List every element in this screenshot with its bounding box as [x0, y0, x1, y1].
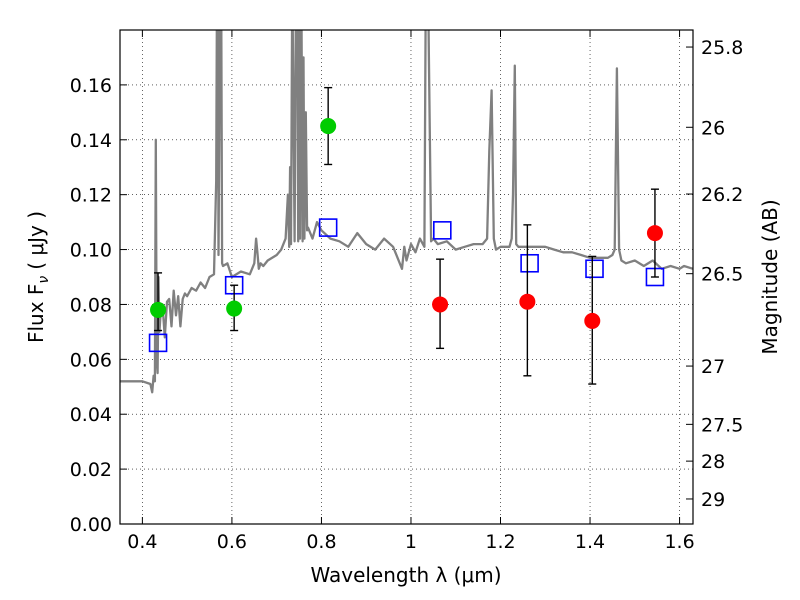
plot-area: [120, 30, 693, 394]
x-tick-label: 1.2: [485, 531, 515, 553]
x-axis-title: Wavelength λ (μm): [310, 563, 501, 587]
y2-tick-label: 26.2: [701, 184, 743, 206]
optical-data-point: [320, 118, 337, 135]
optical-data-point: [226, 300, 243, 317]
y2-axis-title: Magnitude (AB): [758, 199, 782, 354]
y2-tick-label: 26: [701, 117, 725, 139]
y-axis-title: Flux Fν ( μJy ): [24, 211, 52, 343]
y2-tick-label: 27.5: [701, 414, 743, 436]
y-axis-title-main: Flux F: [24, 284, 48, 343]
y2-tick-label: 28: [701, 451, 725, 473]
y-tick-label: 0.14: [70, 130, 112, 152]
y2-tick-label: 26.5: [701, 264, 743, 286]
y-axis-title-subscript: ν: [36, 276, 52, 284]
model-photometry-point: [148, 333, 168, 353]
grid: [120, 30, 693, 525]
model-photometry-point: [318, 218, 338, 237]
y-tick-label: 0.10: [70, 240, 112, 262]
spectrum-line: [120, 30, 693, 394]
y-axis-title-units: ( μJy ): [24, 211, 48, 270]
x-tick-label: 1: [405, 531, 417, 553]
x-tick-label: 0.8: [306, 531, 336, 553]
y-tick-label: 0.02: [70, 459, 112, 481]
y-tick-label: 0.16: [70, 75, 112, 97]
nir-data-point: [519, 293, 536, 310]
y-tick-label: 0.00: [70, 514, 112, 536]
nir-data-point: [584, 312, 601, 329]
y2-tick-label: 27: [701, 356, 725, 378]
x-tick-label: 0.6: [217, 531, 247, 553]
model-photometry-point: [520, 253, 539, 273]
model-photometry-point: [433, 221, 452, 240]
y-tick-label: 0.08: [70, 294, 112, 316]
axes: 0.4 0.6 0.8 1 1.2 1.4 1.6 0.00 0.02 0.04 0.06 0.08 0…: [70, 30, 743, 553]
y-tick-label: 0.12: [70, 185, 112, 207]
x-tick-label: 1.6: [664, 531, 694, 553]
model-photometry-point: [585, 259, 604, 279]
x-tick-label: 0.4: [127, 531, 157, 553]
y-tick-label: 0.04: [70, 404, 112, 426]
x-tick-label: 1.4: [575, 531, 605, 553]
y2-tick-label: 29: [701, 489, 725, 511]
nir-data-point: [646, 225, 663, 242]
nir-data-point: [432, 296, 449, 313]
y-tick-label: 0.06: [70, 349, 112, 371]
plot-border: [119, 29, 694, 525]
y2-tick-label: 25.8: [701, 37, 743, 59]
plot-frame: [119, 29, 694, 525]
optical-data-point: [150, 301, 167, 318]
